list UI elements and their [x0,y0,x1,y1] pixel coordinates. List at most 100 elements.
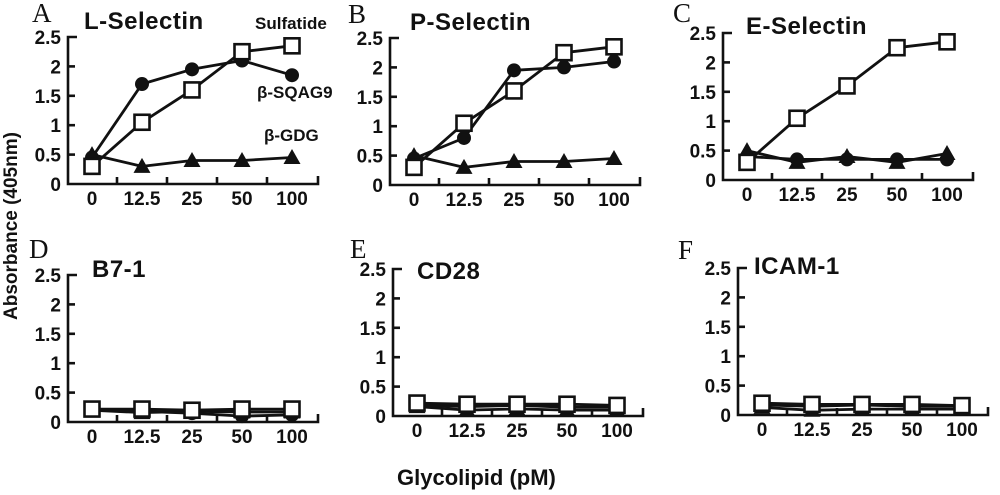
open-square-marker [555,43,573,62]
panel-title-icam-1: ICAM-1 [754,253,840,280]
legend-label-gdg: β-GDG [264,126,319,145]
y-tick-label: 2.5 [357,29,384,50]
filled-circle-marker [135,77,149,92]
panel-d-plot: 0 0.5 1 1.5 2 2.5 0 12.5 25 50 100 [35,266,320,448]
y-tick-label: 0 [705,171,716,192]
filled-circle-marker [890,152,904,167]
y-tick-label: 1.5 [35,325,62,346]
legend-label-sqag9: β-SQAG9 [257,83,333,102]
y-tick-label: 0 [720,406,731,427]
panel-title-l-selectin: L-Selectin [84,8,204,35]
axes [388,36,642,187]
y-tick-label: 1 [50,116,61,137]
open-square-marker [83,400,101,418]
filled-circle-marker [607,54,621,69]
x-tick-label: 25 [181,189,203,210]
panel-e-plot: 0 0.5 1 1.5 2 2.5 0 12.5 25 50 100 [360,260,645,442]
filled-triangle-marker [233,151,251,167]
x-tick-label: 0 [87,427,98,448]
y-tick-label: 0.5 [35,146,62,167]
y-tick-label: 0 [375,407,386,428]
y-tick-label: 0.5 [705,377,732,398]
open-square-marker [738,153,756,172]
axes [66,35,320,186]
filled-circle-marker [185,62,199,77]
filled-triangle-marker [555,152,573,168]
x-tick-label: 25 [506,421,528,442]
y-tick-label: 2 [50,295,61,316]
x-tick-label: 0 [757,420,768,441]
x-tick-label: 12.5 [446,190,483,211]
y-tick-label: 1 [375,348,386,369]
filled-triangle-marker [183,151,201,167]
filled-circle-marker [790,152,804,167]
open-square-marker [608,396,626,415]
open-square-marker [183,401,201,420]
x-tick-label: 50 [886,185,907,206]
y-axis-title: Absorbance (405nm) [1,132,22,320]
x-axis-title: Glycolipid (pM) [397,465,556,490]
open-square-marker [505,82,523,100]
x-tick-label: 0 [87,189,98,210]
axes [736,266,990,417]
open-square-marker [455,114,473,133]
y-tick-label: 0 [372,176,383,197]
open-square-marker [283,37,301,55]
x-tick-label: 50 [231,189,252,210]
x-tick-label: 100 [598,190,630,211]
panel-letter-b: B [348,0,367,29]
x-tick-label: 100 [946,420,978,441]
open-square-marker [408,394,426,412]
x-tick-label: 25 [503,190,525,211]
open-square-marker [83,157,101,176]
open-square-marker [803,395,821,414]
open-square-marker [133,400,151,418]
filled-triangle-marker [455,158,473,174]
open-square-marker [508,395,526,414]
y-tick-label: 2 [50,57,61,78]
panel-f-plot: 0 0.5 1 1.5 2 2.5 0 12.5 25 50 100 [705,259,990,441]
open-square-marker [953,396,971,415]
open-square-marker [405,158,423,177]
x-tick-label: 100 [601,421,633,442]
open-square-marker [903,395,921,414]
filled-circle-marker [457,130,471,145]
x-tick-label: 0 [409,190,420,211]
y-tick-label: 0.5 [357,147,384,168]
y-tick-label: 2 [375,289,386,310]
filled-triangle-marker [283,149,301,165]
y-tick-label: 0.5 [35,384,62,405]
open-square-marker [838,77,856,95]
y-tick-label: 2.5 [690,24,717,45]
y-tick-label: 1.5 [357,88,384,109]
filled-triangle-marker [133,157,151,173]
y-tick-label: 0.5 [690,142,717,163]
x-tick-label: 12.5 [449,421,486,442]
y-tick-label: 1 [705,112,716,133]
x-tick-label: 0 [412,421,423,442]
x-tick-label: 50 [553,190,574,211]
panel-letter-f: F [678,235,694,265]
open-square-marker [183,81,201,99]
y-tick-label: 1.5 [705,318,732,339]
series-line-open-square [746,40,948,164]
x-tick-label: 0 [742,185,753,206]
x-tick-label: 25 [851,420,873,441]
panel-title-e-selectin: E-Selectin [746,13,868,40]
panel-letter-e: E [350,234,367,264]
x-tick-label: 12.5 [124,189,161,210]
filled-circle-marker [940,152,954,167]
open-square-marker [283,400,301,418]
x-tick-label: 100 [276,189,308,210]
y-tick-label: 2.5 [35,266,62,287]
panel-a-plot: 0 0.5 1 1.5 2 2.5 0 12.5 25 50 100 [35,28,320,210]
y-tick-label: 1.5 [690,83,717,104]
open-square-marker [938,33,956,51]
panel-letter-d: D [29,234,49,264]
y-tick-label: 0 [50,175,61,196]
y-tick-label: 2.5 [35,28,62,49]
open-square-marker [558,395,576,414]
x-tick-label: 25 [181,427,203,448]
open-square-marker [458,395,476,414]
